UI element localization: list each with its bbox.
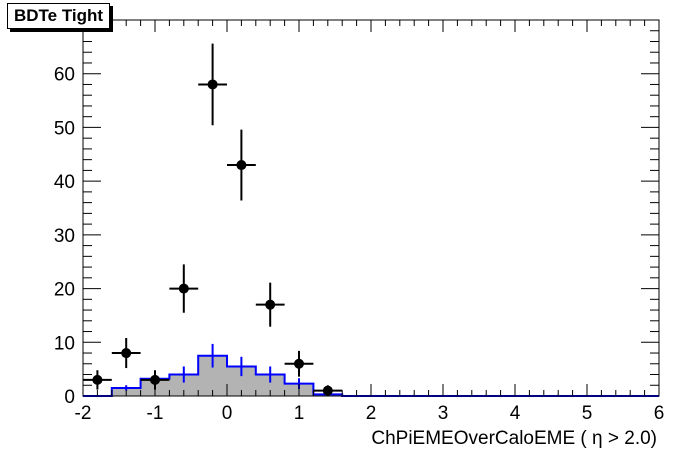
plot-frame [82, 19, 660, 397]
x-axis-label: ChPiEMEOverCaloEME ( η > 2.0) [371, 428, 657, 449]
x-tick-label: 4 [510, 403, 521, 424]
chart-title: BDTe Tight [7, 3, 111, 29]
y-tick-label: 30 [54, 226, 75, 247]
y-tick-label: 60 [54, 65, 75, 86]
data-points [83, 43, 343, 396]
data-point [178, 283, 189, 294]
data-point [236, 160, 247, 171]
data-point [121, 348, 132, 359]
y-tick-label: 0 [64, 387, 75, 408]
x-tick-label: -1 [147, 403, 164, 424]
x-tick-label: -2 [75, 403, 92, 424]
x-tick-label: 5 [582, 403, 593, 424]
data-point [265, 299, 276, 310]
y-tick-label: 50 [54, 118, 75, 139]
axis-ticks [82, 19, 660, 397]
x-tick-label: 1 [294, 403, 305, 424]
x-tick-label: 6 [654, 403, 665, 424]
x-tick-label: 3 [438, 403, 449, 424]
x-tick-label: 0 [222, 403, 233, 424]
data-point [150, 374, 160, 385]
x-tick-label: 2 [366, 403, 377, 424]
y-tick-label: 10 [54, 333, 75, 354]
data-point [294, 358, 304, 369]
y-tick-label: 20 [54, 280, 75, 301]
y-tick-label: 40 [54, 172, 75, 193]
data-point [207, 79, 218, 90]
data-point [92, 374, 103, 385]
